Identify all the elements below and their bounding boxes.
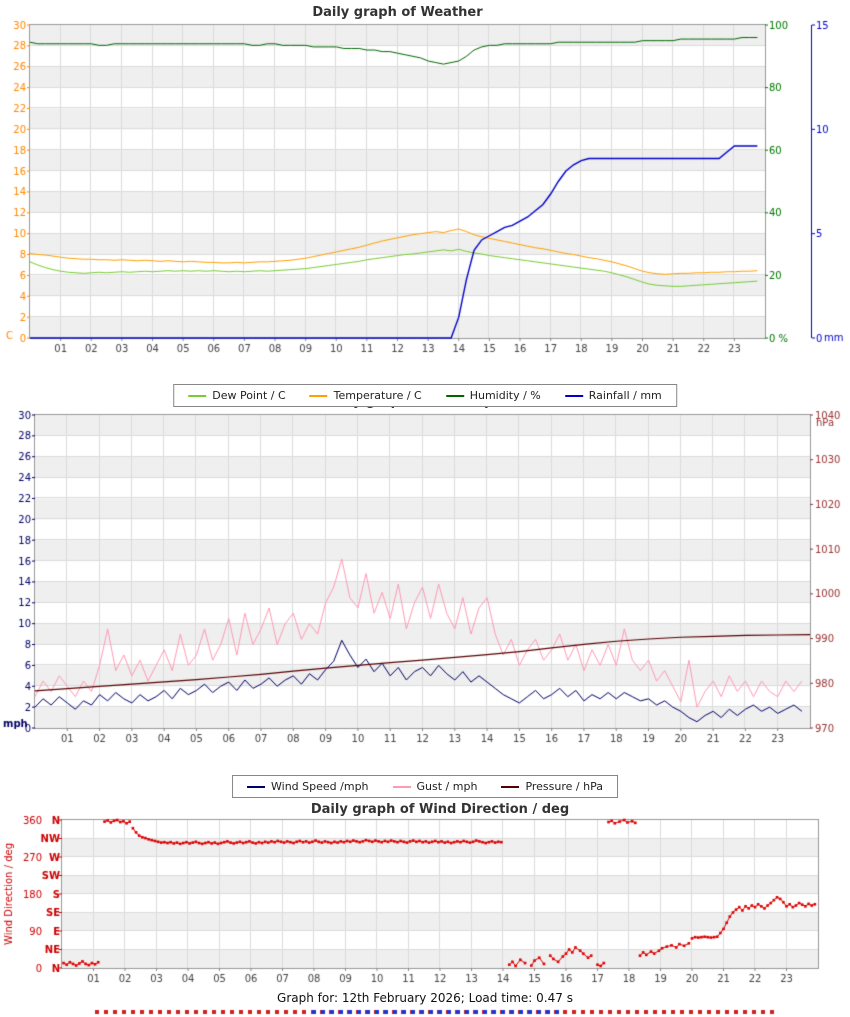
- legend-swatch-wind-speed: [247, 785, 266, 788]
- legend-swatch-rainfall: [564, 394, 583, 397]
- legend-label-temperature: Temperature / C: [333, 389, 422, 402]
- legend-label-gust: Gust / mph: [416, 780, 478, 793]
- legend-item-dew-point: Dew Point / C: [188, 389, 286, 402]
- legend-item-wind-speed: Wind Speed /mph: [247, 780, 369, 793]
- legend-item-rainfall: Rainfall / mm: [564, 389, 662, 402]
- legend-label-dew-point: Dew Point / C: [212, 389, 286, 402]
- wind-chart-legend: Wind Speed /mph Gust / mph Pressure / hP…: [232, 775, 618, 798]
- footer-caption: Graph for: 12th February 2026; Load time…: [277, 991, 573, 1005]
- legend-swatch-pressure: [501, 785, 520, 788]
- legend-swatch-dew-point: [188, 394, 207, 397]
- legend-label-humidity: Humidity / %: [469, 389, 541, 402]
- legend-label-rainfall: Rainfall / mm: [588, 389, 662, 402]
- wind-direction-chart-title: Daily graph of Wind Direction / deg: [310, 802, 570, 817]
- legend-item-temperature: Temperature / C: [309, 389, 422, 402]
- legend-swatch-humidity: [445, 394, 464, 397]
- legend-item-humidity: Humidity / %: [445, 389, 541, 402]
- legend-swatch-temperature: [309, 394, 328, 397]
- legend-item-pressure: Pressure / hPa: [501, 780, 603, 793]
- legend-label-pressure: Pressure / hPa: [525, 780, 603, 793]
- legend-swatch-gust: [392, 785, 411, 788]
- weather-chart-title: Daily graph of Weather: [312, 5, 483, 20]
- legend-item-gust: Gust / mph: [392, 780, 478, 793]
- legend-label-wind-speed: Wind Speed /mph: [271, 780, 369, 793]
- weather-chart-legend: Dew Point / C Temperature / C Humidity /…: [173, 384, 677, 407]
